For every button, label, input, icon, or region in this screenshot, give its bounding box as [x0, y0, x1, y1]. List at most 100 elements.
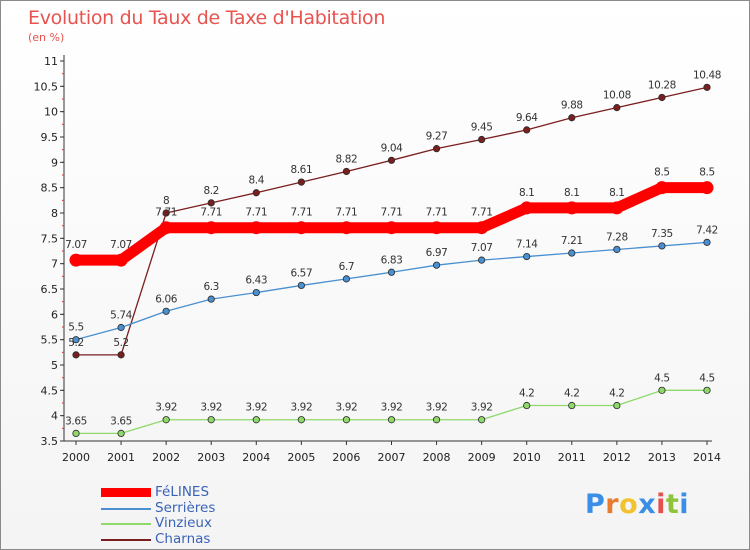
- data-point: [523, 252, 531, 261]
- y-tick-label: 5.5: [41, 334, 59, 347]
- data-point: [610, 201, 624, 215]
- legend-label: Charnas: [155, 530, 211, 547]
- data-label: 6.3: [203, 281, 219, 293]
- series-layer: [69, 83, 714, 437]
- data-label: 10.48: [693, 69, 721, 81]
- data-point: [523, 126, 531, 134]
- data-label: 9.88: [561, 100, 583, 112]
- data-point: [475, 221, 489, 235]
- data-point: [568, 401, 576, 410]
- y-tick-label: 8.5: [41, 182, 59, 195]
- y-tick-label: 10: [44, 106, 58, 119]
- data-label: 3.65: [65, 415, 87, 427]
- data-point: [204, 221, 218, 235]
- legend-item: Serrières: [101, 499, 301, 516]
- data-point: [297, 416, 305, 424]
- data-point: [207, 295, 215, 303]
- data-point: [117, 429, 125, 437]
- data-point: [520, 201, 534, 215]
- x-tick-label: 2004: [242, 451, 270, 464]
- data-point: [297, 281, 305, 290]
- series-félines: [69, 181, 714, 267]
- data-point: [703, 386, 711, 394]
- data-point: [703, 83, 711, 91]
- data-point: [72, 429, 80, 437]
- series-serrières: [72, 238, 711, 344]
- y-tick-label: 11: [44, 55, 58, 68]
- logo-letter: i: [679, 489, 690, 520]
- data-label: 5.2: [68, 337, 84, 349]
- x-tick-label: 2003: [197, 451, 225, 464]
- legend-swatch: [101, 488, 151, 497]
- data-point: [387, 268, 396, 276]
- legend-swatch: [101, 523, 151, 525]
- data-label: 4.2: [519, 388, 535, 400]
- chart-title: Evolution du Taux de Taxe d'Habitation: [28, 7, 386, 29]
- data-label: 7.71: [155, 207, 177, 219]
- x-tick-label: 2000: [62, 451, 90, 464]
- data-label: 7.71: [381, 207, 403, 219]
- data-point: [72, 351, 80, 359]
- y-tick-label: 4.5: [41, 384, 59, 397]
- data-label: 8.2: [203, 185, 219, 197]
- data-point: [72, 336, 80, 344]
- data-point: [387, 416, 396, 424]
- logo-letter: r: [605, 489, 620, 520]
- data-point: [655, 181, 669, 195]
- data-labels-layer: 5.2 5.2 8 8.2 8.4 8.61 8.82 9.04 9.27 9.45 9.64 9.8…: [65, 69, 721, 427]
- data-point: [568, 114, 576, 122]
- data-label: 8.61: [290, 164, 312, 176]
- data-label: 7.07: [471, 242, 493, 254]
- data-point: [207, 199, 215, 207]
- data-point: [478, 135, 486, 144]
- x-tick-label: 2008: [423, 451, 451, 464]
- data-label: 7.35: [651, 228, 673, 240]
- logo-letter: P: [585, 489, 606, 520]
- data-label: 3.92: [336, 402, 358, 414]
- data-point: [252, 288, 260, 297]
- x-tick-label: 2007: [378, 451, 406, 464]
- data-label: 7.21: [561, 235, 583, 247]
- data-point: [162, 416, 170, 424]
- data-label: 3.65: [110, 415, 132, 427]
- data-label: 7.14: [516, 239, 538, 251]
- data-label: 3.92: [155, 402, 177, 414]
- proxiti-logo: Proxiti: [585, 489, 689, 520]
- data-label: 4.5: [699, 372, 715, 384]
- data-point: [162, 307, 170, 315]
- data-point: [703, 238, 711, 246]
- data-label: 5.5: [68, 322, 84, 334]
- data-label: 6.97: [426, 247, 448, 259]
- data-point: [568, 249, 576, 257]
- data-label: 8.1: [519, 187, 535, 199]
- data-label: 9.27: [426, 131, 448, 143]
- data-label: 4.5: [654, 372, 670, 384]
- data-point: [252, 189, 260, 197]
- x-tick-label: 2005: [287, 451, 315, 464]
- legend-swatch: [101, 507, 151, 510]
- data-label: 7.71: [336, 207, 358, 219]
- data-label: 3.92: [290, 402, 312, 414]
- data-point: [117, 323, 125, 332]
- data-label: 9.45: [471, 122, 493, 134]
- legend-swatch: [101, 538, 151, 541]
- data-point: [162, 209, 170, 217]
- data-point: [207, 416, 215, 424]
- legend-label: Vinzieux: [155, 515, 212, 531]
- data-label: 8.5: [654, 167, 670, 179]
- y-tick-label: 10.5: [34, 80, 59, 93]
- data-label: 5.74: [110, 310, 132, 322]
- data-point: [658, 93, 666, 102]
- data-label: 8: [163, 195, 169, 207]
- legend-item: Vinzieux: [101, 515, 301, 531]
- data-point: [252, 416, 260, 424]
- legend-label: Serrières: [155, 499, 216, 516]
- data-point: [658, 242, 666, 250]
- data-point: [432, 261, 441, 269]
- data-label: 4.2: [609, 388, 625, 400]
- data-point: [294, 221, 308, 235]
- data-point: [339, 221, 353, 235]
- data-point: [69, 253, 83, 267]
